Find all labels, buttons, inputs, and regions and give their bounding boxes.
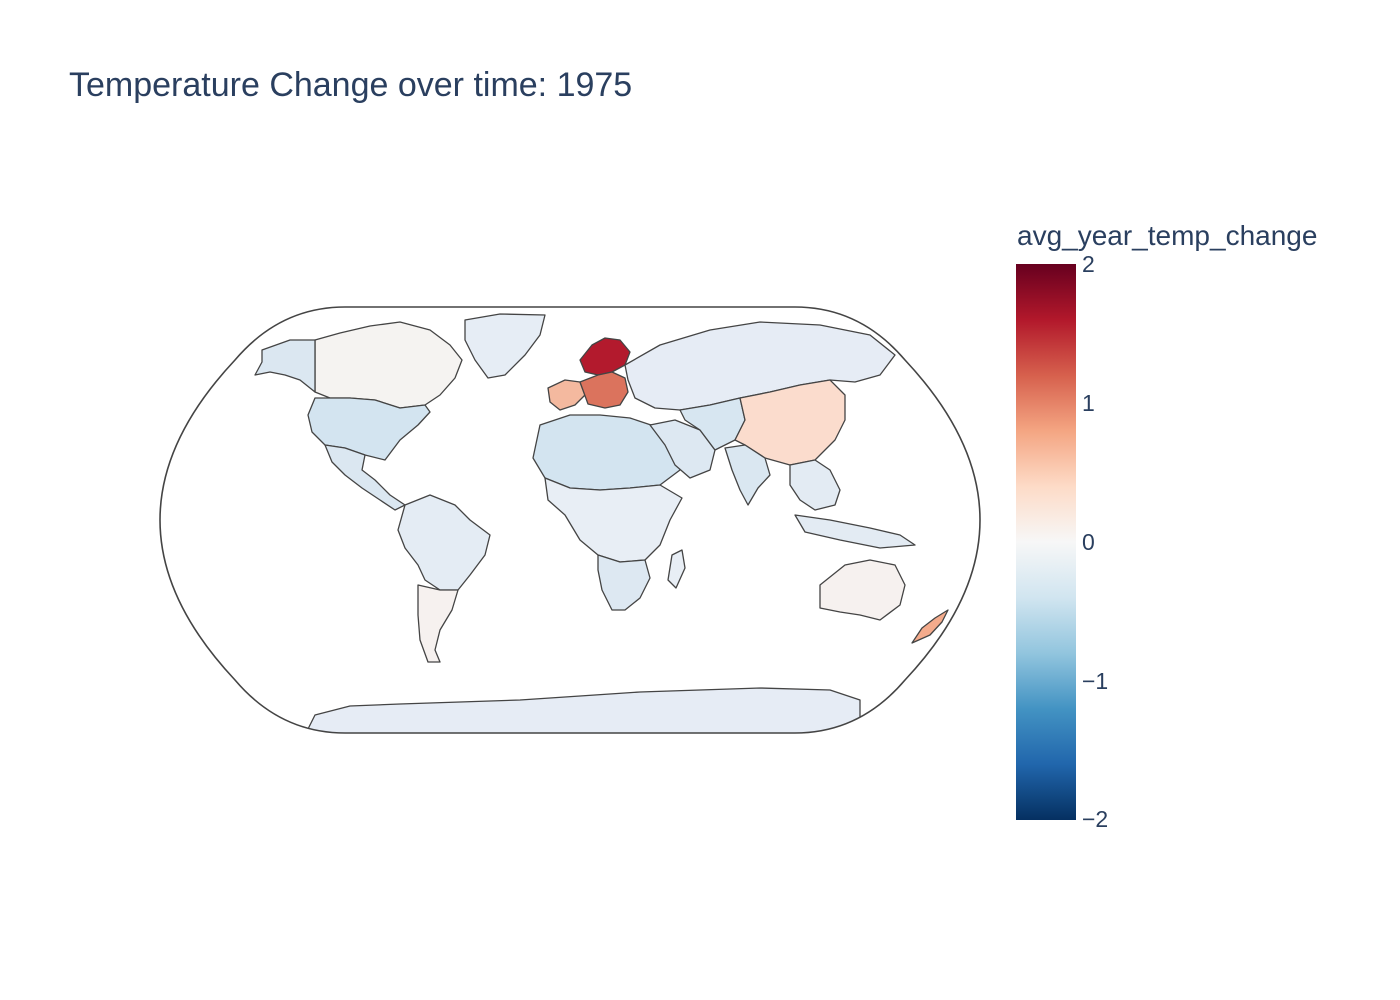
region-madagascar[interactable] xyxy=(667,549,686,589)
colorbar-tick-2: 2 xyxy=(1082,251,1095,277)
region-africa-central[interactable] xyxy=(544,477,683,563)
region-antarctica[interactable] xyxy=(299,687,861,745)
region-western-europe[interactable] xyxy=(547,379,586,411)
colorbar-tick-0: 0 xyxy=(1082,529,1095,555)
region-india[interactable] xyxy=(724,444,771,506)
region-new-zealand[interactable] xyxy=(911,609,949,644)
colorbar-title: avg_year_temp_change xyxy=(1017,220,1318,251)
colorbar-tick-minus-2: −2 xyxy=(1082,806,1109,832)
region-central-america[interactable] xyxy=(324,444,406,511)
colorbar xyxy=(1016,264,1076,820)
region-southern-africa[interactable] xyxy=(597,554,651,611)
region-indonesia[interactable] xyxy=(794,514,916,549)
region-united-states[interactable] xyxy=(307,397,431,461)
region-greenland[interactable] xyxy=(464,313,546,379)
region-southeast-asia[interactable] xyxy=(789,459,841,511)
region-alaska[interactable] xyxy=(254,339,316,393)
region-china[interactable] xyxy=(734,379,846,466)
globe-outline xyxy=(159,306,981,734)
region-south-america-south[interactable] xyxy=(417,584,459,663)
chart-title: Temperature Change over time: 1975 xyxy=(69,66,633,104)
colorbar-tick-minus-1: −1 xyxy=(1082,668,1109,694)
region-south-america-north[interactable] xyxy=(397,494,491,591)
region-scandinavia[interactable] xyxy=(579,337,631,376)
region-north-america-north[interactable] xyxy=(314,321,463,409)
region-middle-east[interactable] xyxy=(649,419,716,479)
colorbar-tick-1: 1 xyxy=(1082,390,1095,416)
region-central-europe[interactable] xyxy=(579,371,629,409)
region-australia[interactable] xyxy=(819,559,906,621)
